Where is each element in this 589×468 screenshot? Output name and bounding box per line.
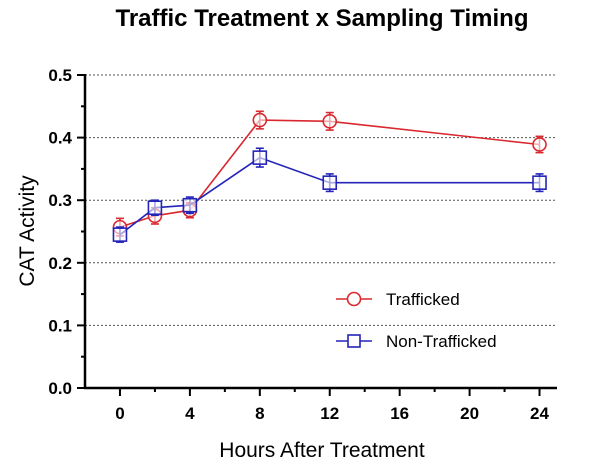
x-axis-label: Hours After Treatment xyxy=(219,439,425,462)
legend-label-non-trafficked: Non-Trafficked xyxy=(386,332,497,351)
y-tick-label: 0.0 xyxy=(48,379,72,398)
legend-label-trafficked: Trafficked xyxy=(386,290,460,309)
data-point xyxy=(532,137,547,152)
x-tick-label: 4 xyxy=(185,404,195,423)
y-tick-label: 0.2 xyxy=(48,254,72,273)
legend-item-non-trafficked: Non-Trafficked xyxy=(336,332,497,351)
y-tick-label: 0.4 xyxy=(48,129,72,148)
legend: Trafficked Non-Trafficked xyxy=(336,290,497,351)
series-1 xyxy=(112,147,547,243)
data-point xyxy=(182,197,198,213)
x-tick-label: 20 xyxy=(460,404,479,423)
data-point xyxy=(322,114,338,129)
data-series xyxy=(112,110,547,243)
data-point xyxy=(322,175,338,190)
x-tick-label: 24 xyxy=(530,404,549,423)
x-tick-label: 16 xyxy=(390,404,409,423)
y-tick-label: 0.1 xyxy=(48,316,72,335)
y-tick-label: 0.5 xyxy=(48,66,72,85)
x-tick-label: 0 xyxy=(115,404,124,423)
x-tick-label: 8 xyxy=(255,404,264,423)
data-point xyxy=(252,112,268,128)
data-point xyxy=(532,175,547,190)
y-tick-label: 0.3 xyxy=(48,191,72,210)
data-point xyxy=(112,227,128,242)
data-point xyxy=(147,200,163,216)
legend-marker-circle xyxy=(346,291,362,307)
x-tick-label: 12 xyxy=(320,404,339,423)
chart-title: Traffic Treatment x Sampling Timing xyxy=(116,5,529,32)
x-axis-ticks: 0 4 8 12 16 20 24 xyxy=(115,388,550,423)
legend-marker-square xyxy=(347,334,361,348)
series-line xyxy=(119,156,540,236)
legend-item-trafficked: Trafficked xyxy=(336,290,460,309)
data-point xyxy=(252,150,268,165)
y-axis-label: CAT Activity xyxy=(16,175,39,287)
y-axis-ticks: 0.0 0.1 0.2 0.3 0.4 0.5 xyxy=(48,66,85,398)
